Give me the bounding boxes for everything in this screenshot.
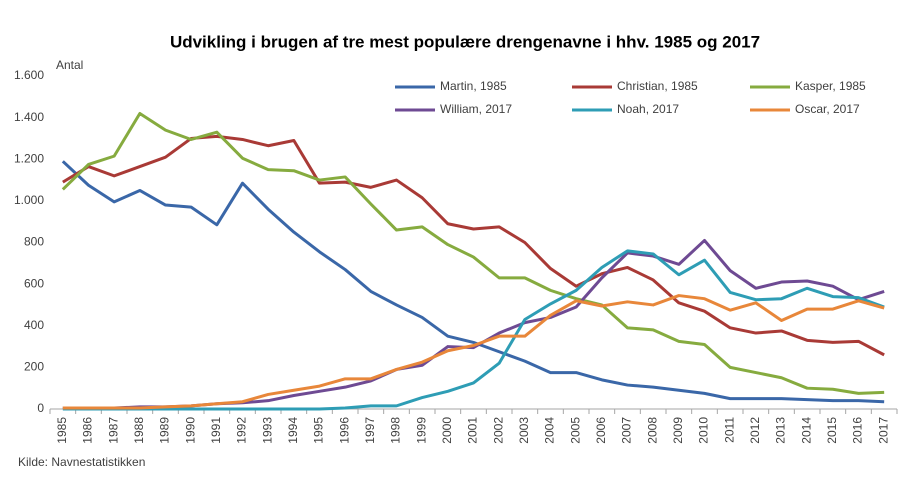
legend-label: Martin, 1985 (440, 79, 507, 93)
series-line (61, 160, 885, 404)
y-tick-label: 200 (24, 360, 44, 374)
series-line (62, 294, 885, 410)
y-tick-label: 400 (24, 318, 44, 332)
x-tick-label: 2004 (543, 417, 557, 444)
x-tick-label: 2005 (568, 417, 582, 444)
x-tick-label: 1985 (55, 417, 69, 444)
x-tick-label: 2001 (466, 417, 480, 444)
legend-label: Noah, 2017 (617, 102, 679, 116)
legend-label: Christian, 1985 (617, 79, 698, 93)
y-tick-label: 1.200 (14, 151, 44, 165)
x-tick-label: 1990 (183, 417, 197, 444)
x-tick-label: 2006 (594, 417, 608, 444)
x-tick-label: 1986 (81, 417, 95, 444)
x-tick-label: 1991 (209, 417, 223, 444)
x-tick-label: 2011 (722, 417, 736, 443)
x-tick-label: 2012 (748, 417, 762, 444)
x-tick-label: 2017 (876, 417, 890, 444)
x-tick-label: 2016 (851, 417, 865, 444)
x-tick-label: 1987 (106, 417, 120, 444)
x-tick-label: 2010 (697, 417, 711, 444)
x-tick-label: 1988 (132, 417, 146, 444)
x-tick-label: 1995 (312, 417, 326, 444)
series-line (62, 249, 885, 411)
y-axis-label: Antal (56, 58, 83, 72)
x-tick-label: 2009 (671, 417, 685, 444)
y-tick-label: 1.600 (14, 68, 44, 82)
series-line (62, 134, 885, 357)
x-tick-label: 2013 (774, 417, 788, 444)
y-tick-label: 1.000 (14, 193, 44, 207)
series-line (61, 111, 885, 395)
x-tick-label: 1998 (389, 417, 403, 444)
x-tick-label: 1993 (260, 417, 274, 444)
x-tick-label: 1994 (286, 417, 300, 444)
y-tick-label: 800 (24, 235, 44, 249)
x-tick-label: 2007 (620, 417, 634, 444)
y-tick-label: 600 (24, 276, 44, 290)
x-tick-label: 1999 (414, 417, 428, 444)
y-tick-label: 0 (37, 401, 44, 415)
x-tick-label: 2000 (440, 417, 454, 444)
x-tick-label: 2003 (517, 417, 531, 444)
x-tick-label: 1996 (337, 417, 351, 444)
x-tick-label: 2002 (491, 417, 505, 444)
source: Kilde: Navnestatistikken (18, 455, 145, 469)
chart-title: Udvikling i brugen af tre mest populære … (170, 32, 760, 51)
x-tick-label: 1989 (158, 417, 172, 444)
x-tick-label: 2015 (825, 417, 839, 444)
x-tick-label: 1997 (363, 417, 377, 444)
x-tick-label: 2008 (645, 417, 659, 444)
y-tick-label: 1.400 (14, 110, 44, 124)
legend-label: William, 2017 (440, 102, 512, 116)
x-tick-label: 2014 (799, 417, 813, 444)
x-tick-label: 1992 (235, 417, 249, 444)
legend-label: Kasper, 1985 (795, 79, 866, 93)
legend-label: Oscar, 2017 (795, 102, 860, 116)
